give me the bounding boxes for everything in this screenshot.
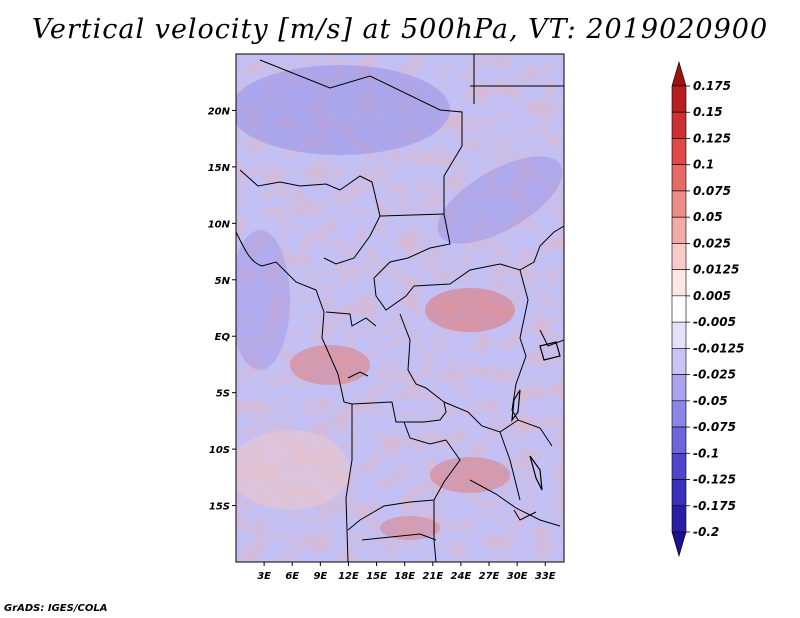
colorbar-segment — [671, 295, 687, 323]
colorbar-label: -0.0125 — [693, 341, 744, 355]
colorbar-segment — [671, 85, 687, 113]
velocity-field — [236, 54, 564, 562]
colorbar-segment — [671, 111, 687, 139]
colorbar-segment — [671, 321, 687, 349]
colorbar: 0.175 0.15 0.125 0.1 0.075 0.05 0.025 0.0125 0.0… — [671, 60, 744, 558]
colorbar-label: 0.175 — [693, 79, 731, 93]
y-tick-label: EQ — [215, 332, 231, 343]
lakes — [511, 341, 561, 491]
colorbar-segment — [671, 164, 687, 192]
y-tick-label: 15S — [209, 502, 230, 513]
x-tick-label: 21E — [422, 571, 443, 582]
colorbar-segment — [671, 374, 687, 402]
colorbar-segment — [671, 400, 687, 428]
y-tick-label: 10N — [208, 219, 231, 230]
colorbar-segment — [671, 531, 687, 558]
x-tick-label: 12E — [338, 571, 359, 582]
x-tick-label: 33E — [535, 571, 556, 582]
colorbar-label: -0.1 — [693, 446, 719, 460]
x-tick-label: 27E — [479, 571, 500, 582]
colorbar-label: 0.125 — [693, 131, 731, 145]
colorbar-label: -0.075 — [693, 420, 736, 434]
y-tick-label: 5N — [215, 276, 231, 287]
colorbar-segment — [671, 190, 687, 218]
colorbar-label: 0.075 — [693, 184, 731, 198]
x-tick-label: 30E — [507, 571, 528, 582]
colorbar-segment — [671, 348, 687, 375]
map-area — [236, 54, 564, 562]
x-tick-label: 24E — [451, 571, 472, 582]
credit-label: GrADS: IGES/COLA — [4, 603, 108, 614]
colorbar-label: 0.005 — [693, 289, 731, 303]
map-frame — [235, 53, 565, 563]
x-axis: 3E 6E 9E 12E 15E 18E 21E 24E 27E 30E 33E — [257, 562, 556, 582]
colorbar-segment — [671, 243, 687, 270]
colorbar-label: 0.0125 — [693, 263, 739, 277]
colorbar-segment — [671, 452, 687, 480]
x-tick-label: 15E — [366, 571, 387, 582]
y-axis: 20N 15N 10N 5N EQ 5S 10S 15S — [208, 106, 236, 513]
colorbar-segment — [671, 426, 687, 454]
colorbar-segment — [671, 505, 687, 533]
colorbar-segment — [671, 479, 687, 507]
colorbar-label: -0.2 — [693, 525, 719, 539]
y-tick-label: 5S — [216, 389, 230, 400]
colorbar-label: -0.05 — [693, 394, 728, 408]
colorbar-segment — [671, 138, 687, 166]
colorbar-label: -0.175 — [693, 499, 736, 513]
x-tick-label: 3E — [257, 571, 271, 582]
x-tick-label: 6E — [285, 571, 299, 582]
country-borders — [236, 54, 564, 562]
y-tick-label: 15N — [208, 163, 231, 174]
colorbar-segment — [671, 60, 687, 87]
colorbar-label: -0.125 — [693, 473, 736, 487]
colorbar-label: 0.025 — [693, 236, 731, 250]
y-tick-label: 20N — [208, 106, 231, 117]
colorbar-segment — [671, 269, 687, 297]
colorbar-label: -0.025 — [693, 368, 736, 382]
colorbar-segment — [671, 216, 687, 244]
y-tick-label: 10S — [209, 445, 230, 456]
colorbar-label: 0.05 — [693, 210, 723, 224]
colorbar-label: -0.005 — [693, 315, 736, 329]
x-tick-label: 9E — [313, 571, 327, 582]
colorbar-label: 0.15 — [693, 105, 723, 119]
x-tick-label: 18E — [394, 571, 415, 582]
colorbar-label: 0.1 — [693, 158, 714, 172]
chart-title: Vertical velocity [m/s] at 500hPa, VT: 2… — [31, 14, 769, 45]
